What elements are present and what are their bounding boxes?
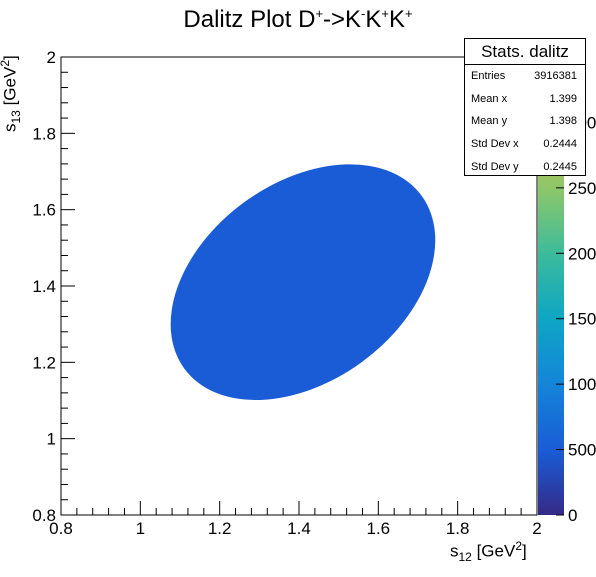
resonance-band-core-1 xyxy=(125,421,481,425)
z-tick-label: 0 xyxy=(568,506,577,525)
y-axis-label: s13 [GeV2] xyxy=(0,55,24,132)
resonance-band-core-0 xyxy=(154,115,158,449)
z-tick-label: 1500 xyxy=(568,310,596,329)
y-tick-label: 1.8 xyxy=(32,124,56,143)
y-tick-label: 1.2 xyxy=(32,353,56,372)
dalitz-region xyxy=(170,164,436,401)
resonance-band-1 xyxy=(125,418,481,429)
z-tick-label: 2000 xyxy=(568,244,596,263)
x-tick-label: 1 xyxy=(136,519,145,538)
x-tick-label: 2 xyxy=(532,519,541,538)
x-tick-label: 1.8 xyxy=(446,519,470,538)
chart-title: Dalitz Plot D+->K-K+K+ xyxy=(183,6,413,33)
z-tick-label: 500 xyxy=(568,441,596,460)
z-tick-label: 1000 xyxy=(568,375,596,394)
stats-header: Stats. dalitz xyxy=(465,39,585,65)
stats-box: Stats. dalitz Entries 3916381 Mean x 1.399… xyxy=(464,38,586,176)
x-axis-label: s12 [GeV2] xyxy=(450,539,527,565)
stats-row-mean-y: Mean y 1.398 xyxy=(471,115,577,128)
stats-row-std-x: Std Dev x 0.2444 xyxy=(471,138,577,151)
x-tick-label: 1.2 xyxy=(208,519,232,538)
resonance-band-0 xyxy=(151,115,162,449)
y-tick-label: 1.4 xyxy=(32,277,56,296)
y-tick-label: 0.8 xyxy=(32,506,56,525)
y-tick-label: 1 xyxy=(47,430,56,449)
x-tick-label: 0.8 xyxy=(49,519,73,538)
z-tick-label: 2500 xyxy=(568,179,596,198)
y-tick-label: 2 xyxy=(47,48,56,67)
x-tick-label: 1.4 xyxy=(287,519,311,538)
stats-row-mean-x: Mean x 1.399 xyxy=(471,92,577,105)
axis-ticks: 0.8 1 1.2 1.4 1.6 1.8 2 0.8 1 1.2 1.4 1.6 1.8 2 xyxy=(32,48,541,538)
stats-row-std-y: Std Dev y 0.2445 xyxy=(471,160,577,173)
x-tick-label: 1.6 xyxy=(367,519,391,538)
stats-row-entries: Entries 3916381 xyxy=(471,70,577,82)
y-tick-label: 1.6 xyxy=(32,201,56,220)
